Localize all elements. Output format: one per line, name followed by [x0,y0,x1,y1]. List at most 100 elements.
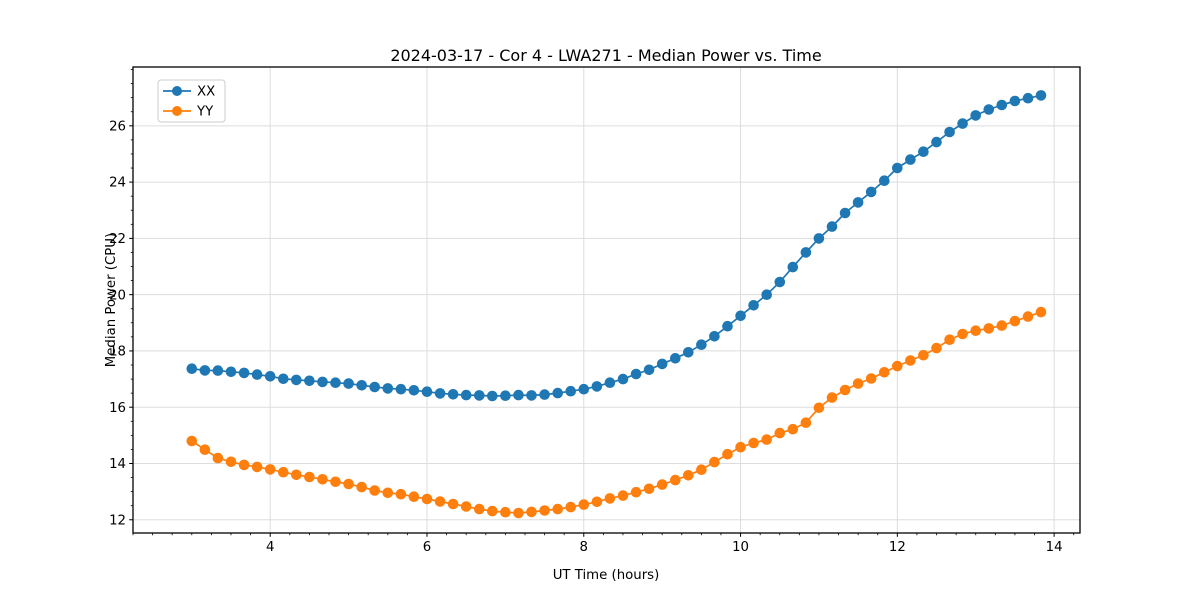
data-point [604,377,616,389]
data-point [839,207,851,219]
data-point [643,483,655,495]
data-point [1035,306,1047,318]
y-axis-label: Median Power (CPU) [104,233,119,367]
data-point [983,104,995,115]
data-point [212,365,224,376]
y-tick-label: 26 [109,119,126,134]
x-tick-label: 4 [266,540,274,555]
y-tick-label: 18 [109,345,126,360]
y-tick-label: 16 [109,401,126,416]
y-tick-label: 24 [109,176,126,191]
data-point [748,300,759,311]
data-point [826,221,838,232]
y-tick-label: 12 [109,513,126,528]
data-point [356,380,368,391]
data-point [251,369,263,380]
data-point [238,459,250,471]
data-point [604,493,616,504]
data-point [474,390,485,401]
data-point [487,390,498,402]
legend: XX YY [157,79,226,123]
x-tick-label: 12 [889,540,906,555]
data-point [865,373,877,384]
data-point [513,507,524,519]
data-point [774,427,786,439]
data-point [761,434,772,445]
data-point [330,476,341,488]
data-point [865,186,877,198]
data-point [500,506,511,518]
data-point [552,503,563,515]
data-point [852,197,864,208]
legend-label-xx: XX [197,85,215,100]
data-point [382,383,394,394]
data-point [578,383,590,395]
legend-marker-xx [172,86,182,96]
legend-label-yy: YY [196,105,214,120]
data-point [696,339,707,351]
data-point [656,479,668,490]
data-point [839,384,851,396]
data-point [787,423,799,435]
data-point [957,328,968,340]
data-point [826,392,838,403]
x-tick-label: 14 [1046,540,1063,555]
data-point [683,470,694,481]
data-series [186,90,1047,519]
data-point [722,448,733,460]
data-point [591,496,603,508]
data-point [591,381,603,392]
data-point [317,376,328,388]
data-point [421,493,433,505]
data-point [918,146,929,157]
data-point [291,469,302,481]
data-point [630,486,642,498]
data-point [617,373,629,385]
data-point [931,136,942,148]
data-point [447,389,459,400]
data-point [735,310,746,322]
x-tick-label: 8 [580,540,588,555]
data-point [670,474,681,486]
data-point [291,374,302,386]
grid-lines [133,67,1080,533]
series-yy [186,306,1047,519]
data-point [460,501,472,512]
data-point [905,355,916,366]
data-point [343,478,354,490]
data-point [408,385,420,396]
data-point [774,276,786,288]
data-point [813,402,825,414]
data-point [905,154,916,165]
data-point [421,386,433,398]
data-point [526,390,537,401]
data-point [656,358,668,370]
data-point [238,367,250,379]
data-point [199,365,211,376]
data-point [330,377,341,389]
data-point [1022,92,1034,104]
data-point [487,505,498,517]
data-point [513,389,524,401]
data-point [251,461,263,473]
data-point [1035,90,1047,101]
data-point [552,387,563,399]
data-point [565,501,576,513]
data-point [709,331,720,342]
data-point [970,325,981,337]
data-point [356,481,368,493]
y-tick-label: 20 [109,288,126,303]
data-point [212,452,224,464]
data-point [1009,315,1021,327]
data-point [447,498,459,510]
data-point [264,464,276,475]
data-point [382,487,394,499]
tick-labels: 4 6 8 10 12 14 12 14 16 18 20 22 24 26 [109,119,1063,555]
data-point [735,441,746,453]
data-point [630,368,642,380]
data-point [1009,95,1021,107]
data-point [225,456,237,468]
data-point [343,378,354,389]
data-point [643,364,655,376]
